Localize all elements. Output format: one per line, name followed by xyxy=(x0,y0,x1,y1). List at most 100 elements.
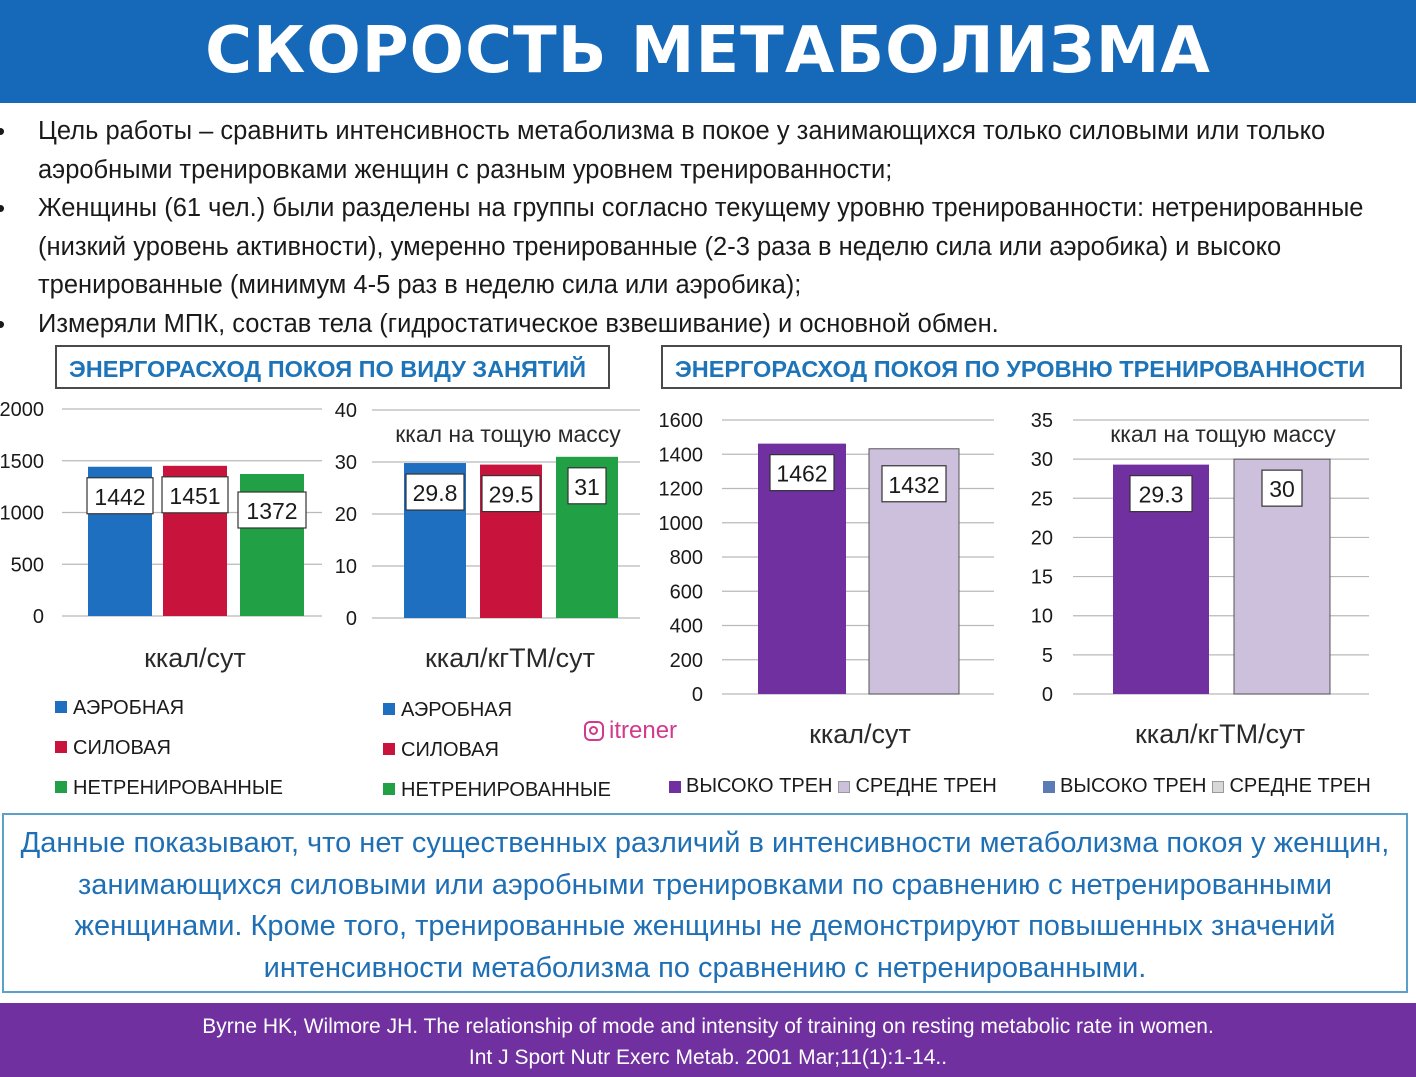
legend-label: АЭРОБНАЯ xyxy=(401,699,513,721)
chart1-data-label: 1451 xyxy=(169,483,220,509)
chart3-tick-label: 1600 xyxy=(659,410,704,432)
chart2-tick-label: 20 xyxy=(335,504,357,526)
chart4-tick-label: 25 xyxy=(1031,488,1053,510)
chart3-legend: ВЫСОКО ТРЕН СРЕДНЕ ТРЕН xyxy=(669,775,1003,798)
legend-swatch-untrained xyxy=(55,781,67,793)
chart2-title: ккал на тощую массу xyxy=(395,421,621,447)
chart3-tick-label: 1200 xyxy=(659,479,704,501)
bullet-item-measures: Измеряли МПК, состав тела (гидростатичес… xyxy=(0,305,1416,344)
chart1-xlabel: ккал/сут xyxy=(144,643,246,673)
chart3-data-label: 1432 xyxy=(888,472,939,498)
legend-label: СИЛОВАЯ xyxy=(73,737,171,759)
chart2-data-label-box xyxy=(405,473,465,511)
chart4-data-label-box xyxy=(1129,475,1193,513)
chart3-tick-label: 0 xyxy=(692,684,703,706)
chart1-data-label-box xyxy=(161,476,229,514)
legend-label: НЕТРЕНИРОВАННЫЕ xyxy=(73,777,283,799)
chart3-tick-label: 400 xyxy=(670,616,703,638)
citation-footer: Byrne HK, Wilmore JH. The relationship o… xyxy=(0,1003,1416,1077)
chart3-tick-label: 800 xyxy=(670,547,703,569)
legend-item-untrained: НЕТРЕНИРОВАННЫЕ xyxy=(55,768,283,808)
watermark-text: itrener xyxy=(609,717,678,744)
legend-label: НЕТРЕНИРОВАННЫЕ xyxy=(401,779,611,801)
legend-swatch-strength xyxy=(55,741,67,753)
citation-line-1: Byrne HK, Wilmore JH. The relationship o… xyxy=(202,1015,1214,1038)
panel-title-by-activity: ЭНЕРГОРАСХОД ПОКОЯ ПО ВИДУ ЗАНЯТИЙ xyxy=(55,345,610,389)
page-title: СКОРОСТЬ МЕТАБОЛИЗМА xyxy=(205,14,1211,88)
legend-swatch-high xyxy=(669,781,681,793)
chart1-legend: АЭРОБНАЯ СИЛОВАЯ НЕТРЕНИРОВАННЫЕ xyxy=(55,688,283,808)
chart4-legend: ВЫСОКО ТРЕН СРЕДНЕ ТРЕН xyxy=(1043,775,1377,798)
legend-swatch-high xyxy=(1043,781,1055,793)
legend-swatch-strength xyxy=(383,743,395,755)
chart2-tick-label: 10 xyxy=(335,556,357,578)
chart4-data-label-box xyxy=(1261,469,1303,507)
legend-item-high: ВЫСОКО ТРЕН xyxy=(1043,775,1206,798)
chart4-tick-label: 30 xyxy=(1031,449,1053,471)
legend-item-medium: СРЕДНЕ ТРЕН xyxy=(838,775,997,798)
bullet-list: Цель работы – сравнить интенсивность мет… xyxy=(0,112,1416,343)
chart4-tick-label: 10 xyxy=(1031,606,1053,628)
legend-item-untrained: НЕТРЕНИРОВАННЫЕ xyxy=(383,770,611,810)
chart3-data-label-box xyxy=(881,465,947,503)
chart3-tick-label: 1000 xyxy=(659,513,704,535)
chart2-data-label-box xyxy=(567,467,607,505)
citation-line-2: Int J Sport Nutr Exerc Metab. 2001 Mar;1… xyxy=(468,1046,948,1069)
legend-label: АЭРОБНАЯ xyxy=(73,697,185,719)
chart3-xlabel: ккал/сут xyxy=(809,719,911,749)
chart1-data-label: 1442 xyxy=(94,484,145,510)
legend-item-strength: СИЛОВАЯ xyxy=(55,728,283,768)
chart1-tick-label: 1500 xyxy=(0,451,44,473)
chart2-tick-label: 0 xyxy=(346,608,357,630)
legend-label: ВЫСОКО ТРЕН xyxy=(1060,775,1207,797)
chart4-tick-label: 20 xyxy=(1031,527,1053,549)
chart3-tick-label: 1400 xyxy=(659,444,704,466)
header-bar: СКОРОСТЬ МЕТАБОЛИЗМА xyxy=(0,0,1416,103)
chart4-tick-label: 15 xyxy=(1031,567,1053,589)
chart2-tick-label: 30 xyxy=(335,452,357,474)
chart3-data-label-box xyxy=(769,454,835,492)
legend-item-medium: СРЕДНЕ ТРЕН xyxy=(1212,775,1371,798)
chart2-xlabel: ккал/кгТМ/сут xyxy=(424,643,595,673)
chart4-data-label: 29.3 xyxy=(1139,482,1184,508)
instagram-watermark: itrener xyxy=(584,716,677,746)
legend-label: ВЫСОКО ТРЕН xyxy=(686,775,833,797)
chart2-data-label-box xyxy=(481,475,541,513)
chart2-data-label: 31 xyxy=(574,474,600,500)
legend-item-aerobic: АЭРОБНАЯ xyxy=(55,688,283,728)
legend-swatch-aerobic xyxy=(383,703,395,715)
chart2-data-label: 29.5 xyxy=(489,482,534,508)
chart3-data-label: 1462 xyxy=(776,461,827,487)
conclusion-box: Данные показывают, что нет существенных … xyxy=(2,813,1408,993)
legend-item-high: ВЫСОКО ТРЕН xyxy=(669,775,832,798)
bullet-item-groups: Женщины (61 чел.) были разделены на груп… xyxy=(0,189,1416,305)
instagram-icon xyxy=(584,721,604,741)
chart1-tick-label: 2000 xyxy=(0,399,44,421)
legend-swatch-aerobic xyxy=(55,701,67,713)
chart4-tick-label: 35 xyxy=(1031,410,1053,432)
chart1-data-label-box xyxy=(86,477,154,515)
legend-item-strength: СИЛОВАЯ xyxy=(383,730,611,770)
legend-label: СИЛОВАЯ xyxy=(401,739,499,761)
panel-title-by-training-level: ЭНЕРГОРАСХОД ПОКОЯ ПО УРОВНЮ ТРЕНИРОВАНН… xyxy=(661,345,1402,389)
legend-label: СРЕДНЕ ТРЕН xyxy=(855,775,997,797)
chart1-data-label: 1372 xyxy=(246,498,297,524)
chart4-tick-label: 5 xyxy=(1042,645,1053,667)
chart1-data-label-box xyxy=(237,491,307,529)
chart4-data-label: 30 xyxy=(1269,476,1295,502)
chart4-title: ккал на тощую массу xyxy=(1110,421,1336,447)
legend-label: СРЕДНЕ ТРЕН xyxy=(1229,775,1371,797)
chart3-tick-label: 600 xyxy=(670,581,703,603)
legend-swatch-untrained xyxy=(383,783,395,795)
bullet-item-goal: Цель работы – сравнить интенсивность мет… xyxy=(0,112,1416,189)
chart2-tick-label: 40 xyxy=(335,400,357,422)
chart2-data-label: 29.8 xyxy=(413,480,458,506)
chart4-tick-label: 0 xyxy=(1042,684,1053,706)
legend-swatch-medium xyxy=(1212,781,1225,793)
chart1-tick-label: 1000 xyxy=(0,503,44,525)
legend-swatch-medium xyxy=(838,781,851,793)
chart4-xlabel: ккал/кгТМ/сут xyxy=(1134,719,1305,749)
chart2-legend: АЭРОБНАЯ СИЛОВАЯ НЕТРЕНИРОВАННЫЕ xyxy=(383,690,611,810)
legend-item-aerobic: АЭРОБНАЯ xyxy=(383,690,611,730)
